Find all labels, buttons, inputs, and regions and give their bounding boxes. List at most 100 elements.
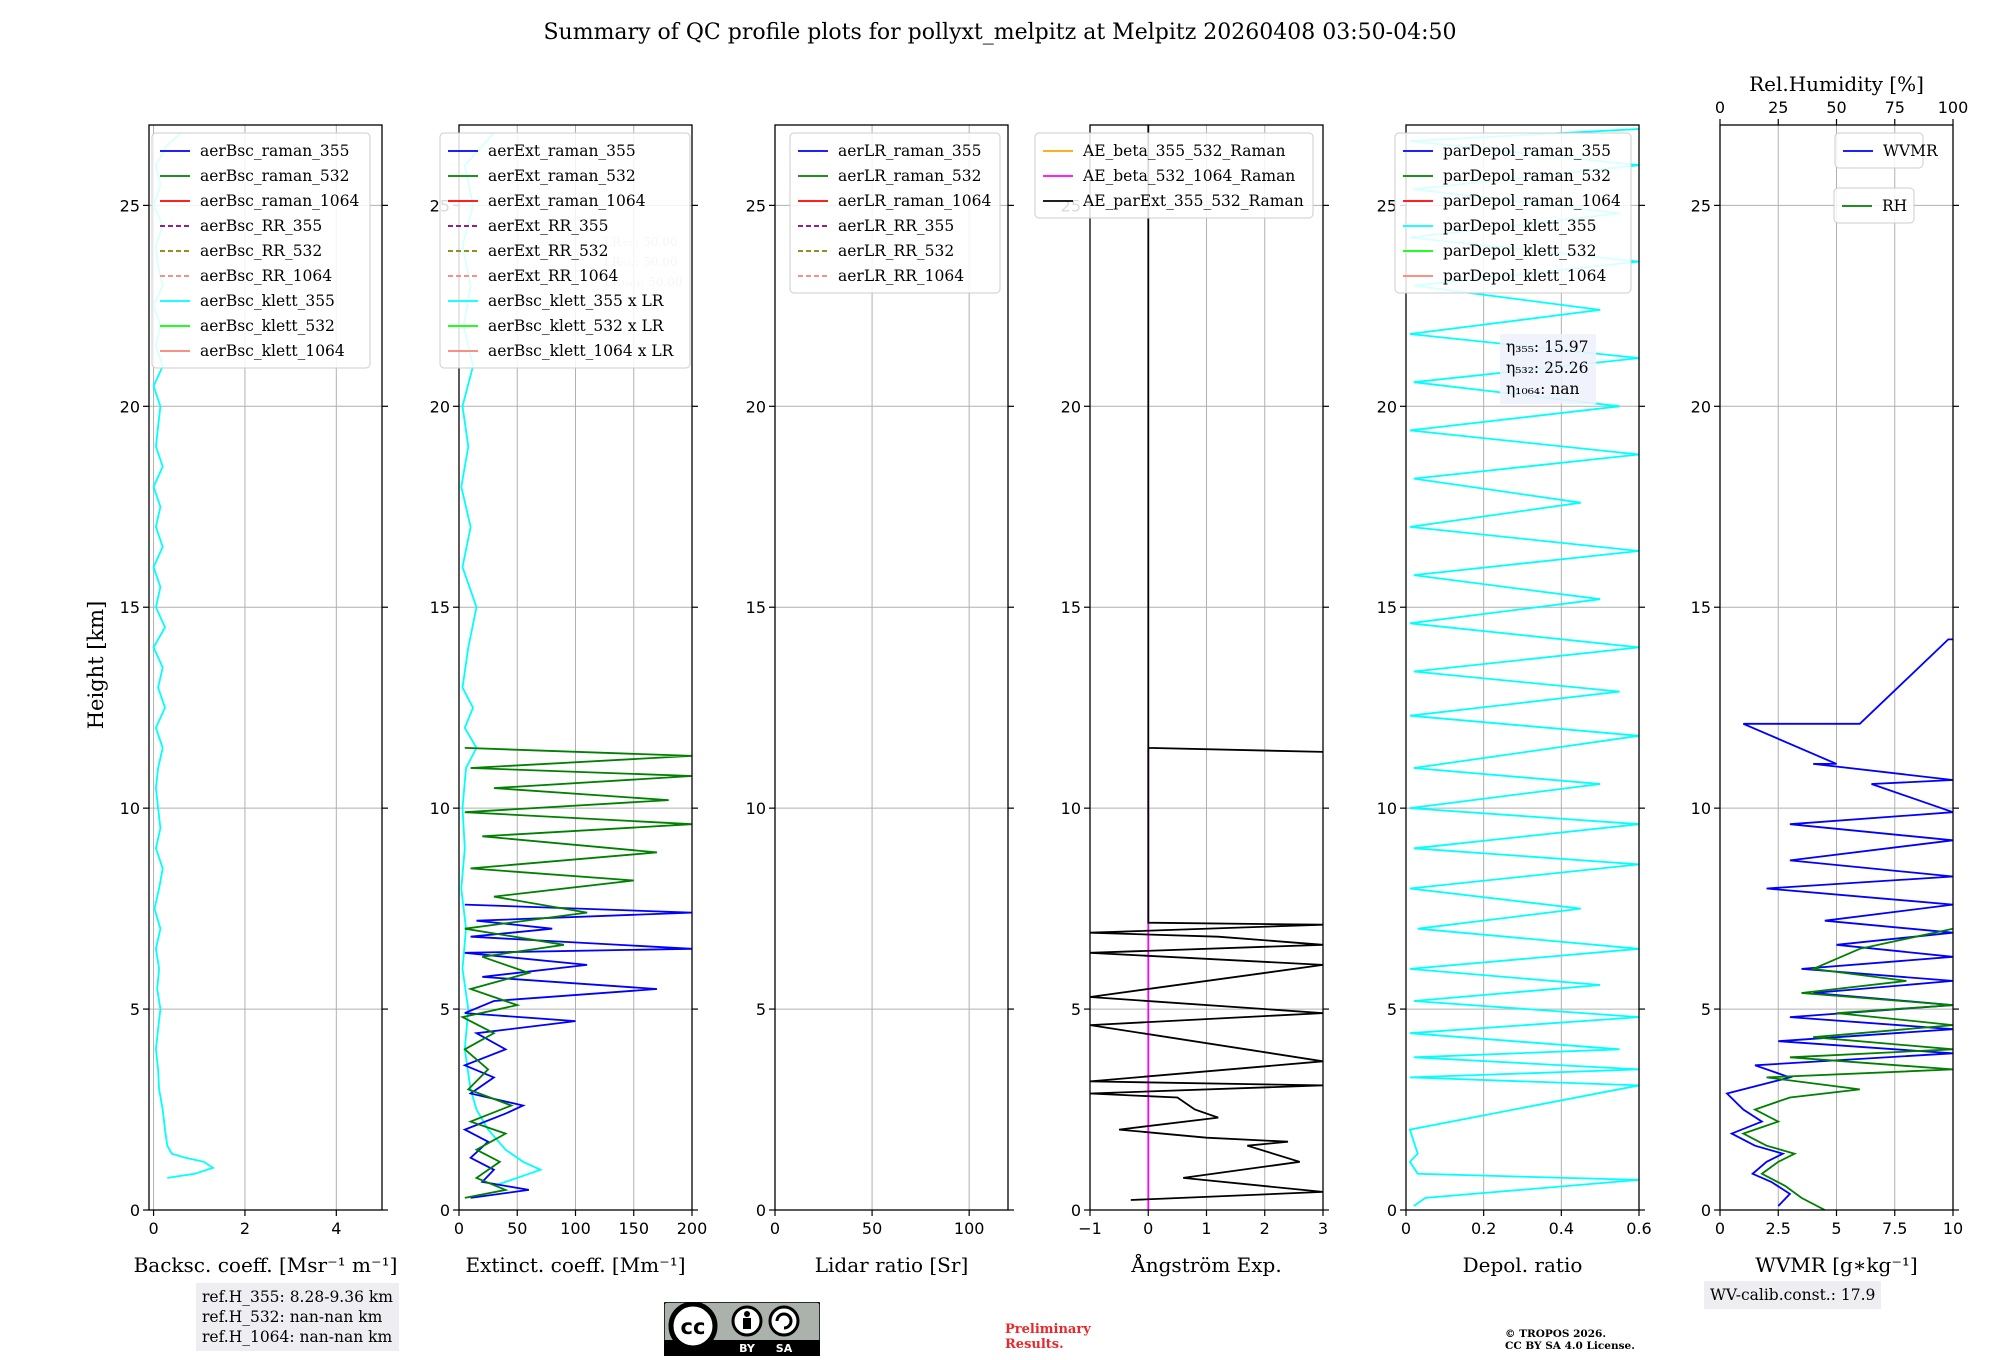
y-tick-label: 20 (1691, 397, 1711, 416)
x-tick-label: 0 (1143, 1219, 1153, 1238)
legend-label: WVMR (1883, 142, 1939, 160)
x-tick-label: 2.5 (1766, 1219, 1791, 1238)
ref-height-532: ref.H_532: nan-nan km (202, 1308, 383, 1326)
legend-label: aerBsc_raman_532 (200, 167, 350, 185)
x-axis-label: Depol. ratio (1463, 1253, 1583, 1277)
y-tick-label: 0 (130, 1201, 140, 1220)
chart-panel-1: 0 2 4 0 5 10 15 20 25 Backsc. coeff. [Msr⁻¹ m⁻¹] a… (120, 124, 398, 1277)
copyright-line-2: CC BY SA 4.0 License. (1505, 1340, 1635, 1352)
legend-label: parDepol_raman_532 (1443, 167, 1611, 185)
legend-label: AE_parExt_355_532_Raman (1082, 192, 1304, 210)
legend-label: aerLR_raman_1064 (838, 192, 991, 210)
sa-label: SA (776, 1342, 793, 1355)
series-group (1408, 128, 1639, 1207)
legend-label: RH (1882, 197, 1907, 215)
x-tick-label: 4 (331, 1219, 341, 1238)
series-line-parDepol_klett_355 (1408, 128, 1639, 1207)
x-tick-label: 5 (1831, 1219, 1841, 1238)
x-tick-label: 150 (618, 1219, 649, 1238)
axes-frame (148, 124, 383, 1211)
preliminary-line-1: Preliminary (1005, 1322, 1091, 1337)
y-tick-label: 15 (746, 598, 766, 617)
x-axis-label: Ångström Exp. (1130, 1252, 1281, 1277)
ref-height-355: ref.H_355: 8.28-9.36 km (202, 1288, 393, 1306)
y-tick-label: 25 (1691, 196, 1711, 215)
legend-label: parDepol_raman_1064 (1443, 192, 1621, 210)
legend-label: aerExt_raman_355 (488, 142, 636, 160)
y-tick-label: 15 (1691, 598, 1711, 617)
copyright-note: © TROPOS 2026. CC BY SA 4.0 License. (1505, 1328, 1635, 1352)
eta-annotation-box (1500, 334, 1596, 404)
legend-label: aerBsc_klett_355 x LR (488, 292, 665, 310)
legend-label: aerBsc_raman_355 (200, 142, 350, 160)
legend-label: aerLR_raman_355 (838, 142, 981, 160)
top-x-tick-label: 50 (1826, 98, 1846, 117)
by-label: BY (739, 1342, 756, 1355)
legend-label: aerBsc_klett_532 (200, 317, 335, 335)
y-tick-label: 10 (1691, 799, 1711, 818)
x-tick-label: 0 (1401, 1219, 1411, 1238)
legend-label: aerExt_raman_1064 (488, 192, 646, 210)
axes-frame (458, 124, 693, 1211)
x-tick-label: 50 (862, 1219, 882, 1238)
legend-label: parDepol_raman_355 (1443, 142, 1611, 160)
y-tick-label: 10 (746, 799, 766, 818)
x-tick-label: 0 (454, 1219, 464, 1238)
x-tick-label: 100 (954, 1219, 985, 1238)
y-tick-label: 25 (120, 196, 140, 215)
y-tick-label: 5 (1701, 1000, 1711, 1019)
legend-label: aerBsc_klett_1064 (200, 342, 345, 360)
series-line-aerExt_raman_532 (459, 747, 692, 1199)
series-line-WVMR (1725, 638, 1953, 1207)
x-axis-label: Backsc. coeff. [Msr⁻¹ m⁻¹] (134, 1253, 398, 1277)
series-line-RH (1741, 927, 1953, 1210)
y-tick-label: 10 (1061, 799, 1081, 818)
y-tick-label: 5 (1071, 1000, 1081, 1019)
top-axis-label: Rel.Humidity [%] (1749, 72, 1924, 96)
x-tick-label: 0 (770, 1219, 780, 1238)
y-tick-label: 0 (440, 1201, 450, 1220)
ref-height-1064: ref.H_1064: nan-nan km (202, 1328, 393, 1346)
x-tick-label: 100 (560, 1219, 591, 1238)
x-tick-label: −1 (1078, 1219, 1102, 1238)
y-tick-label: 5 (440, 1000, 450, 1019)
y-axis-label: Height [km] (84, 601, 108, 730)
y-tick-label: 10 (430, 799, 450, 818)
share-alike-icon (768, 1305, 800, 1337)
legend-label: aerExt_raman_532 (488, 167, 636, 185)
y-tick-label: 5 (756, 1000, 766, 1019)
chart-panel-3: 0 50 100 0 5 10 15 20 25 Lidar ratio [Sr] aerLR_ra… (746, 124, 1014, 1277)
wv-calibration-box: WV-calib.const.: 17.9 (1704, 1281, 1882, 1309)
legend-box (789, 132, 1001, 294)
legend-label: aerBsc_RR_1064 (200, 267, 332, 285)
legend-label: AE_beta_532_1064_Raman (1082, 167, 1295, 185)
y-tick-label: 25 (1377, 196, 1397, 215)
x-axis-label: Lidar ratio [Sr] (815, 1253, 969, 1277)
y-tick-label: 10 (1377, 799, 1397, 818)
y-tick-label: 0 (756, 1201, 766, 1220)
y-tick-label: 0 (1071, 1201, 1081, 1220)
axes-frame (1405, 124, 1640, 1211)
preliminary-note: Preliminary Results. (1005, 1322, 1091, 1352)
y-tick-label: 20 (120, 397, 140, 416)
x-tick-label: 0 (148, 1219, 158, 1238)
cc-icon (668, 1301, 718, 1351)
x-tick-label: 50 (507, 1219, 527, 1238)
y-tick-label: 20 (746, 397, 766, 416)
eta-annotation: η₁₀₆₄: nan (1506, 380, 1580, 398)
chart-panel-4: −101230510152025Ångström Exp.AE_beta_355… (1034, 124, 1329, 1277)
x-axis-label: Extinct. coeff. [Mm⁻¹] (465, 1253, 685, 1277)
y-tick-label: 0 (1701, 1201, 1711, 1220)
y-tick-label: 15 (120, 598, 140, 617)
y-tick-label: 0 (1387, 1201, 1397, 1220)
chart-panel-5: 0 0.2 0.4 0.6 0 5 10 15 20 25 Depol. ratio η₃₅₅: 15… (1377, 124, 1652, 1277)
top-x-tick-label: 100 (1938, 98, 1969, 117)
figure-title: Summary of QC profile plots for pollyxt_… (543, 20, 1457, 45)
legend-label: parDepol_klett_355 (1443, 217, 1596, 235)
y-tick-label: 20 (1377, 397, 1397, 416)
x-tick-label: 0 (1715, 1219, 1725, 1238)
top-x-tick-label: 25 (1768, 98, 1788, 117)
x-tick-label: 0.4 (1549, 1219, 1574, 1238)
legend-box (1834, 132, 1924, 169)
